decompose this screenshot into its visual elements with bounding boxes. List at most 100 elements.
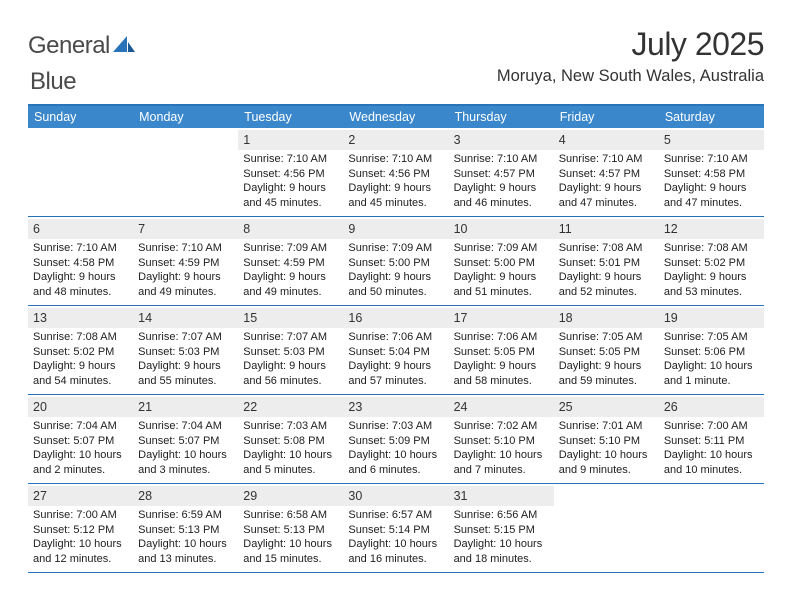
day-cell: 15 Sunrise: 7:07 AMSunset: 5:03 PMDayligh… bbox=[238, 306, 343, 394]
week-row: 6 Sunrise: 7:10 AMSunset: 4:58 PMDaylight… bbox=[28, 217, 764, 306]
day-number-row: 11 bbox=[554, 219, 659, 239]
day-info: Sunrise: 7:08 AMSunset: 5:02 PMDaylight:… bbox=[33, 330, 128, 388]
day-number-row: 5 bbox=[659, 130, 764, 150]
day-number: 2 bbox=[348, 133, 355, 147]
day-number: 14 bbox=[138, 311, 152, 325]
day-number: 17 bbox=[454, 311, 468, 325]
day-cell: 31Sunrise: 6:56 AMSunset: 5:15 PMDayligh… bbox=[449, 484, 554, 572]
day-cell: 12 Sunrise: 7:08 AMSunset: 5:02 PMDayligh… bbox=[659, 217, 764, 305]
day-number: 18 bbox=[559, 311, 573, 325]
day-info: Sunrise: 7:00 AMSunset: 5:11 PMDaylight:… bbox=[664, 419, 759, 477]
day-number: 11 bbox=[559, 222, 572, 236]
day-info: Sunrise: 7:10 AMSunset: 4:58 PMDaylight:… bbox=[664, 152, 759, 210]
day-header-cell: Friday bbox=[554, 106, 659, 128]
day-info: Sunrise: 7:08 AMSunset: 5:02 PMDaylight:… bbox=[664, 241, 759, 299]
day-header-cell: Saturday bbox=[659, 106, 764, 128]
day-cell: 29 Sunrise: 6:58 AMSunset: 5:13 PMDayligh… bbox=[238, 484, 343, 572]
day-info: Sunrise: 7:07 AMSunset: 5:03 PMDaylight:… bbox=[138, 330, 233, 388]
day-number: 10 bbox=[454, 222, 468, 236]
day-number-row: 9 bbox=[343, 219, 448, 239]
week-row: 13Sunrise: 7:08 AMSunset: 5:02 PMDayligh… bbox=[28, 306, 764, 395]
day-header-cell: Wednesday bbox=[343, 106, 448, 128]
day-number-row: 6 bbox=[28, 219, 133, 239]
day-cell: 27 Sunrise: 7:00 AMSunset: 5:12 PMDayligh… bbox=[28, 484, 133, 572]
day-info: Sunrise: 6:58 AMSunset: 5:13 PMDaylight:… bbox=[243, 508, 338, 566]
day-number-row: 10 bbox=[449, 219, 554, 239]
day-number-row: 7 bbox=[133, 219, 238, 239]
day-number-row: 22 bbox=[238, 397, 343, 417]
day-number: 23 bbox=[348, 400, 362, 414]
day-cell: 26Sunrise: 7:00 AMSunset: 5:11 PMDayligh… bbox=[659, 395, 764, 483]
day-info: Sunrise: 7:00 AMSunset: 5:12 PMDaylight:… bbox=[33, 508, 128, 566]
day-info: Sunrise: 7:06 AMSunset: 5:05 PMDaylight:… bbox=[454, 330, 549, 388]
day-number-row: 15 bbox=[238, 308, 343, 328]
day-number-row: 8 bbox=[238, 219, 343, 239]
day-number: 9 bbox=[348, 222, 355, 236]
day-cell: 22Sunrise: 7:03 AMSunset: 5:08 PMDayligh… bbox=[238, 395, 343, 483]
day-info: Sunrise: 7:07 AMSunset: 5:03 PMDaylight:… bbox=[243, 330, 338, 388]
day-info: Sunrise: 7:04 AMSunset: 5:07 PMDaylight:… bbox=[138, 419, 233, 477]
day-number: 7 bbox=[138, 222, 145, 236]
day-info: Sunrise: 7:09 AMSunset: 5:00 PMDaylight:… bbox=[348, 241, 443, 299]
day-number: 3 bbox=[454, 133, 461, 147]
day-info: Sunrise: 7:03 AMSunset: 5:08 PMDaylight:… bbox=[243, 419, 338, 477]
day-number: 27 bbox=[33, 489, 47, 503]
week-row: 27 Sunrise: 7:00 AMSunset: 5:12 PMDayligh… bbox=[28, 484, 764, 573]
day-number: 28 bbox=[138, 489, 152, 503]
day-info: Sunrise: 7:10 AMSunset: 4:58 PMDaylight:… bbox=[33, 241, 128, 299]
day-info: Sunrise: 7:06 AMSunset: 5:04 PMDaylight:… bbox=[348, 330, 443, 388]
day-cell: 14 Sunrise: 7:07 AMSunset: 5:03 PMDayligh… bbox=[133, 306, 238, 394]
day-number-row: 12 bbox=[659, 219, 764, 239]
day-number: 15 bbox=[243, 311, 257, 325]
day-info: Sunrise: 7:08 AMSunset: 5:01 PMDaylight:… bbox=[559, 241, 654, 299]
day-header-cell: Monday bbox=[133, 106, 238, 128]
weeks-container: 1Sunrise: 7:10 AMSunset: 4:56 PMDaylight… bbox=[28, 128, 764, 573]
day-cell: 21Sunrise: 7:04 AMSunset: 5:07 PMDayligh… bbox=[133, 395, 238, 483]
location-text: Moruya, New South Wales, Australia bbox=[497, 67, 764, 86]
day-cell: 16 Sunrise: 7:06 AMSunset: 5:04 PMDayligh… bbox=[343, 306, 448, 394]
day-number: 29 bbox=[243, 489, 257, 503]
day-number: 8 bbox=[243, 222, 250, 236]
day-number-row: 26 bbox=[659, 397, 764, 417]
day-number-row: 21 bbox=[133, 397, 238, 417]
day-info: Sunrise: 7:10 AMSunset: 4:57 PMDaylight:… bbox=[559, 152, 654, 210]
day-number-row: 14 bbox=[133, 308, 238, 328]
brand-text-1: General bbox=[28, 32, 110, 60]
brand-text-2: Blue bbox=[30, 68, 76, 95]
title-block: July 2025 Moruya, New South Wales, Austr… bbox=[497, 26, 764, 86]
day-number-row: 4 bbox=[554, 130, 659, 150]
day-number-row: 19 bbox=[659, 308, 764, 328]
day-number: 20 bbox=[33, 400, 47, 414]
day-cell: 10Sunrise: 7:09 AMSunset: 5:00 PMDayligh… bbox=[449, 217, 554, 305]
day-cell: 5 Sunrise: 7:10 AMSunset: 4:58 PMDaylight… bbox=[659, 128, 764, 216]
day-cell: 17 Sunrise: 7:06 AMSunset: 5:05 PMDayligh… bbox=[449, 306, 554, 394]
day-info: Sunrise: 7:10 AMSunset: 4:56 PMDaylight:… bbox=[243, 152, 338, 210]
day-cell: 3Sunrise: 7:10 AMSunset: 4:57 PMDaylight… bbox=[449, 128, 554, 216]
week-row: 1Sunrise: 7:10 AMSunset: 4:56 PMDaylight… bbox=[28, 128, 764, 217]
day-number-row: 30 bbox=[343, 486, 448, 506]
day-number-row: 23 bbox=[343, 397, 448, 417]
day-number: 24 bbox=[454, 400, 468, 414]
day-number-row: 27 bbox=[28, 486, 133, 506]
day-number: 12 bbox=[664, 222, 678, 236]
day-info: Sunrise: 7:05 AMSunset: 5:06 PMDaylight:… bbox=[664, 330, 759, 388]
calendar: SundayMondayTuesdayWednesdayThursdayFrid… bbox=[28, 104, 764, 573]
day-number-row: 3 bbox=[449, 130, 554, 150]
day-number-row: 18 bbox=[554, 308, 659, 328]
day-number: 6 bbox=[33, 222, 40, 236]
empty-day-cell bbox=[133, 128, 238, 216]
day-number: 30 bbox=[348, 489, 362, 503]
day-info: Sunrise: 7:10 AMSunset: 4:56 PMDaylight:… bbox=[348, 152, 443, 210]
day-number-row: 2 bbox=[343, 130, 448, 150]
day-cell: 18Sunrise: 7:05 AMSunset: 5:05 PMDayligh… bbox=[554, 306, 659, 394]
day-info: Sunrise: 7:09 AMSunset: 4:59 PMDaylight:… bbox=[243, 241, 338, 299]
day-info: Sunrise: 7:02 AMSunset: 5:10 PMDaylight:… bbox=[454, 419, 549, 477]
day-cell: 2 Sunrise: 7:10 AMSunset: 4:56 PMDaylight… bbox=[343, 128, 448, 216]
day-info: Sunrise: 6:57 AMSunset: 5:14 PMDaylight:… bbox=[348, 508, 443, 566]
day-number: 5 bbox=[664, 133, 671, 147]
day-number-row: 31 bbox=[449, 486, 554, 506]
day-cell: 7Sunrise: 7:10 AMSunset: 4:59 PMDaylight… bbox=[133, 217, 238, 305]
day-number-row: 13 bbox=[28, 308, 133, 328]
day-cell: 8 Sunrise: 7:09 AMSunset: 4:59 PMDaylight… bbox=[238, 217, 343, 305]
day-number: 16 bbox=[348, 311, 362, 325]
